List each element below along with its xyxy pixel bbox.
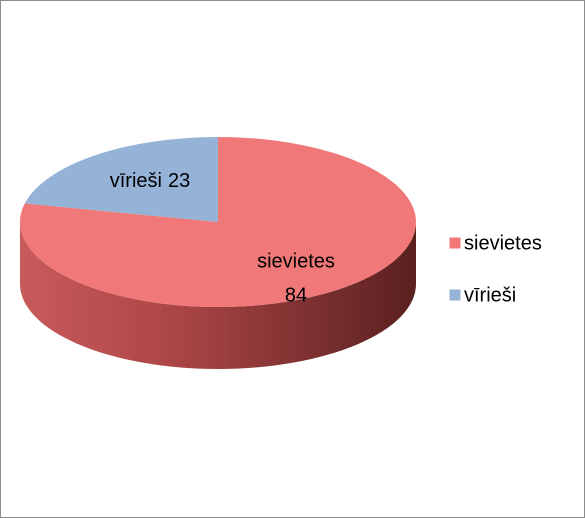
legend-label: vīrieši bbox=[464, 284, 516, 306]
data-label: 84 bbox=[285, 284, 307, 306]
data-label: sievietes bbox=[257, 250, 335, 272]
pie-side bbox=[20, 222, 416, 369]
legend-swatch bbox=[448, 288, 462, 302]
legend-swatch bbox=[448, 236, 462, 250]
data-label-value: 23 bbox=[168, 170, 190, 192]
data-label: vīrieši 23 bbox=[110, 170, 190, 192]
legend-label: sievietes bbox=[464, 232, 542, 254]
pie-slice bbox=[20, 137, 417, 308]
data-label-name: vīrieši bbox=[110, 170, 162, 192]
pie-slice bbox=[24, 137, 218, 222]
